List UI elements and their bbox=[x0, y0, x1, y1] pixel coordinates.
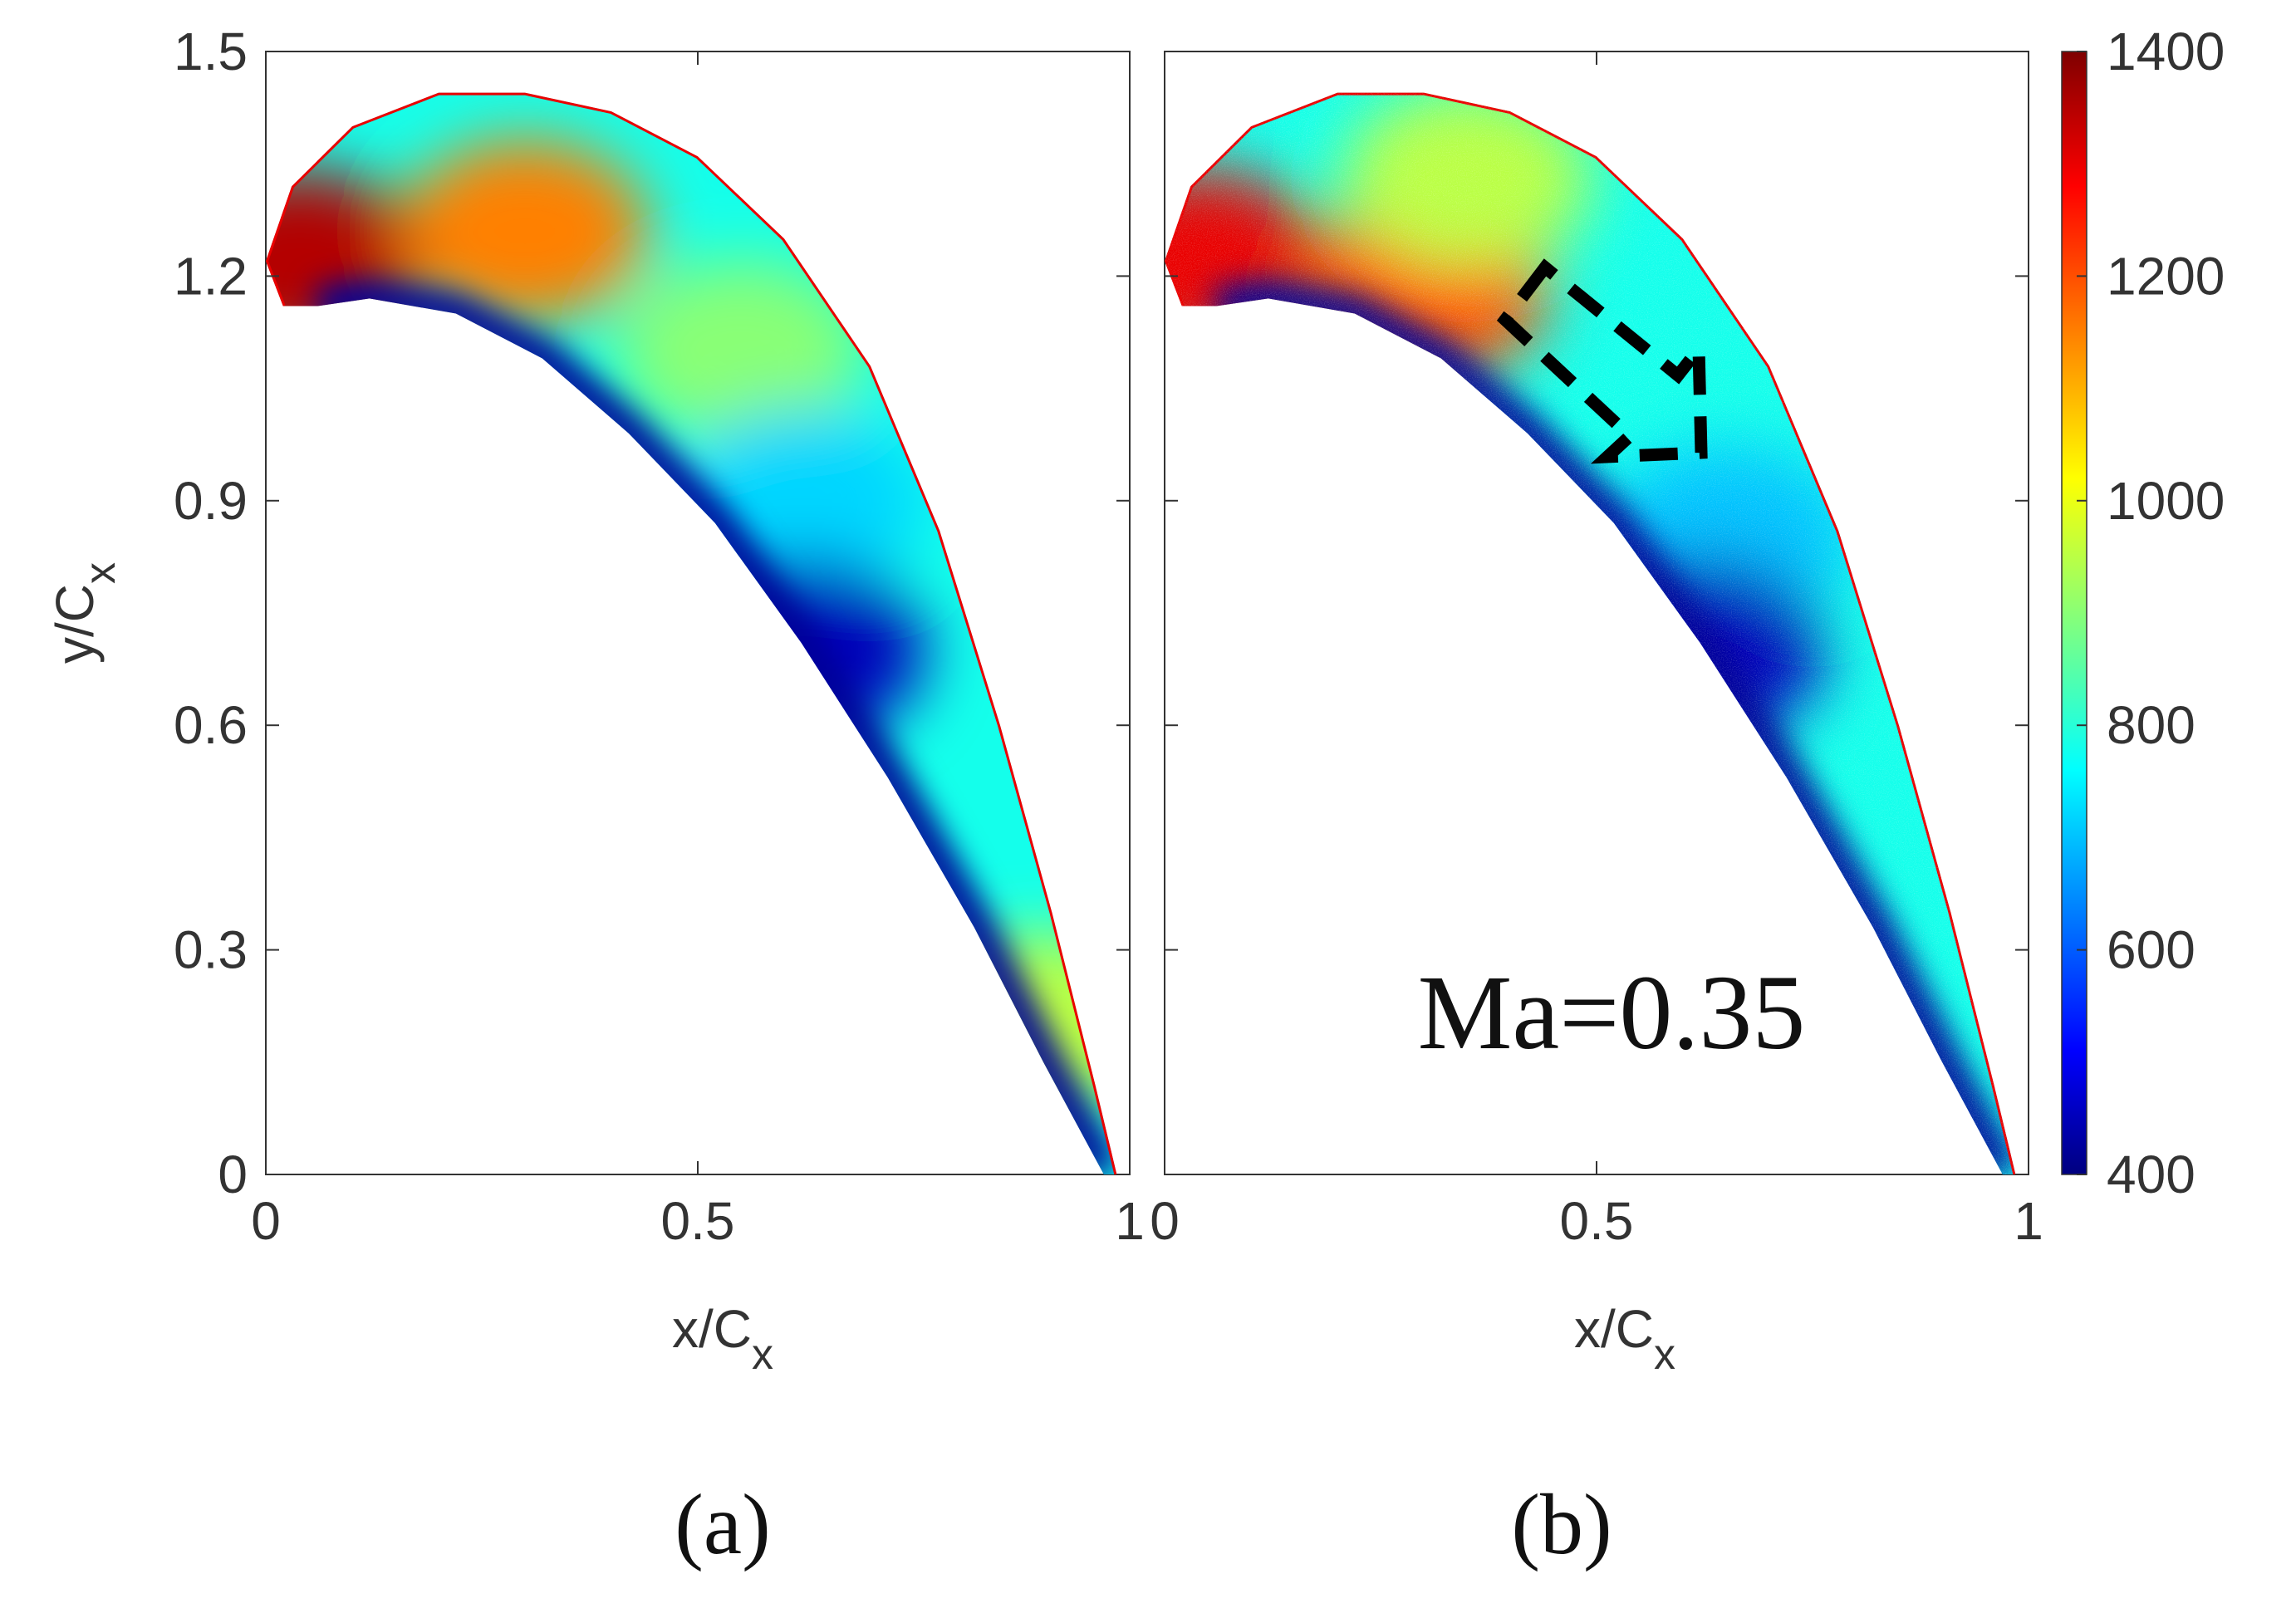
colorbar-tick-label: 1200 bbox=[2107, 246, 2225, 306]
colorbar-tick-label: 800 bbox=[2107, 695, 2195, 755]
panel-b: 0 0.5 1 Ma=0.35 x/Cx (b) bbox=[1150, 51, 2043, 1572]
panel-a-xlabel: x/Cx bbox=[672, 1299, 773, 1379]
colorbar-tick-label: 600 bbox=[2107, 920, 2195, 980]
colorbar-tick-label: 1000 bbox=[2107, 471, 2225, 531]
field-region bbox=[400, 140, 650, 323]
panel-a: 0 0.5 1 0 0.3 0.6 0.9 1.2 1.5 x/Cx y/Cx (a) bbox=[45, 22, 1145, 1572]
x-tick-label: 0.5 bbox=[661, 1191, 735, 1251]
x-tick-label: 1 bbox=[1115, 1191, 1145, 1251]
y-tick-label: 0 bbox=[218, 1145, 248, 1204]
panel-b-ticks: 0 0.5 1 bbox=[1150, 51, 2043, 1251]
panel-a-ylabel: y/Cx bbox=[45, 562, 125, 664]
y-tick-label: 0.9 bbox=[174, 471, 248, 531]
colorbar-gradient bbox=[2061, 51, 2087, 1175]
panel-a-ticks: 0 0.5 1 0 0.3 0.6 0.9 1.2 1.5 bbox=[174, 22, 1145, 1251]
y-tick-label: 1.2 bbox=[174, 246, 248, 306]
suction-edge bbox=[266, 92, 1117, 1175]
colorbar: 400 600 800 1000 1200 1400 bbox=[2061, 22, 2225, 1204]
mach-annotation: Ma=0.35 bbox=[1418, 954, 1806, 1071]
highlight-arrow bbox=[1496, 258, 1708, 464]
field-region bbox=[616, 259, 866, 443]
x-tick-label: 0 bbox=[251, 1191, 281, 1251]
x-tick-label: 0 bbox=[1150, 1191, 1180, 1251]
panel-a-label: (a) bbox=[675, 1477, 770, 1572]
colorbar-tick-label: 400 bbox=[2107, 1145, 2195, 1204]
x-tick-label: 1 bbox=[2014, 1191, 2043, 1251]
colorbar-tick-label: 1400 bbox=[2107, 22, 2225, 81]
y-tick-label: 0.3 bbox=[174, 920, 248, 980]
panel-b-label: (b) bbox=[1511, 1477, 1612, 1572]
y-tick-label: 1.5 bbox=[174, 22, 248, 81]
y-tick-label: 0.6 bbox=[174, 695, 248, 755]
colorbar-ticks: 400 600 800 1000 1200 1400 bbox=[2077, 22, 2225, 1204]
x-tick-label: 0.5 bbox=[1560, 1191, 1634, 1251]
panel-b-xlabel: x/Cx bbox=[1574, 1299, 1675, 1379]
